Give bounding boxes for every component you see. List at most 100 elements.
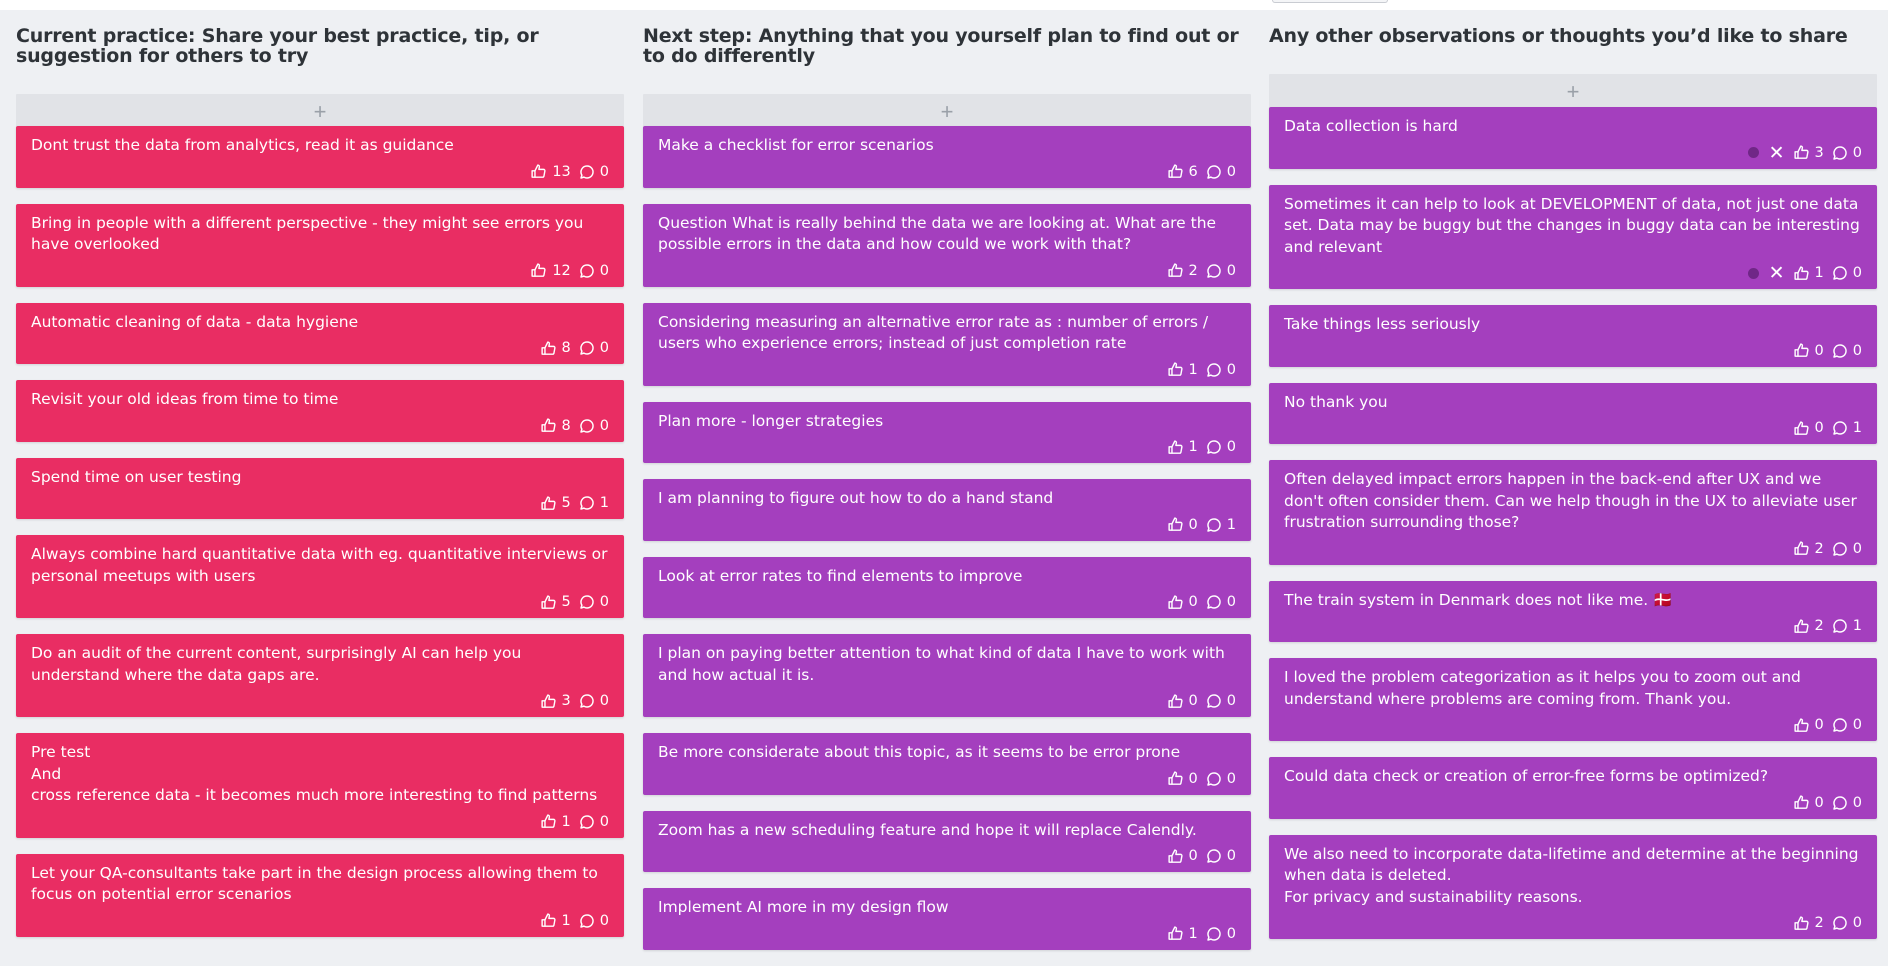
comment-button[interactable]: 0: [1206, 848, 1236, 864]
comment-button[interactable]: 0: [579, 263, 609, 279]
add-card-button[interactable]: +: [1269, 74, 1877, 110]
comment-button[interactable]: 0: [1206, 362, 1236, 378]
idea-card[interactable]: I am planning to figure out how to do a …: [643, 479, 1251, 541]
comment-button[interactable]: 0: [1832, 265, 1862, 281]
idea-card[interactable]: Pre test And cross reference data - it b…: [16, 733, 624, 838]
comment-button[interactable]: 0: [579, 418, 609, 434]
comment-button[interactable]: 0: [579, 594, 609, 610]
idea-card[interactable]: Spend time on user testing 5 1: [16, 457, 624, 519]
comment-button[interactable]: 0: [579, 913, 609, 929]
idea-card[interactable]: Could data check or creation of error-fr…: [1269, 757, 1877, 819]
idea-card[interactable]: Often delayed impact errors happen in th…: [1269, 460, 1877, 565]
like-button[interactable]: 8: [540, 340, 571, 357]
card-text: Data collection is hard: [1284, 117, 1458, 135]
like-button[interactable]: 2: [1793, 618, 1824, 635]
comment-button[interactable]: 1: [1206, 517, 1236, 533]
idea-card[interactable]: Do an audit of the current content, surp…: [16, 634, 624, 717]
like-button[interactable]: 0: [1167, 848, 1198, 865]
idea-card[interactable]: Sometimes it can help to look at DEVELOP…: [1269, 184, 1877, 289]
idea-card[interactable]: Question What is really behind the data …: [643, 203, 1251, 287]
thumbs-up-icon: [1793, 915, 1810, 932]
idea-card[interactable]: Bring in people with a different perspec…: [16, 203, 624, 287]
comment-button[interactable]: 0: [1206, 594, 1236, 610]
idea-card[interactable]: Dont trust the data from analytics, read…: [16, 126, 624, 188]
comment-button[interactable]: 0: [1832, 717, 1862, 733]
idea-card[interactable]: We also need to incorporate data-lifetim…: [1269, 834, 1877, 939]
toolbar-tab[interactable]: [1272, 0, 1388, 3]
like-button[interactable]: 0: [1167, 770, 1198, 787]
like-button[interactable]: 1: [1167, 439, 1198, 456]
like-button[interactable]: 13: [530, 163, 571, 180]
like-button[interactable]: 2: [1793, 915, 1824, 932]
like-button[interactable]: 0: [1793, 342, 1824, 359]
comment-button[interactable]: 0: [579, 164, 609, 180]
comment-button[interactable]: 1: [1832, 420, 1862, 436]
comment-button[interactable]: 0: [579, 340, 609, 356]
idea-card[interactable]: Plan more - longer strategies 1 0: [643, 401, 1251, 463]
idea-card[interactable]: Be more considerate about this topic, as…: [643, 733, 1251, 795]
idea-card[interactable]: Automatic cleaning of data - data hygien…: [16, 302, 624, 364]
idea-card[interactable]: Look at error rates to find elements to …: [643, 556, 1251, 618]
idea-card[interactable]: Make a checklist for error scenarios 6 0: [643, 126, 1251, 188]
like-button[interactable]: 12: [530, 262, 571, 279]
card-text: Question What is really behind the data …: [658, 213, 1217, 254]
like-button[interactable]: 6: [1167, 163, 1198, 180]
like-button[interactable]: 1: [540, 912, 571, 929]
comment-button[interactable]: 0: [1832, 795, 1862, 811]
add-card-button[interactable]: +: [643, 94, 1251, 130]
like-button[interactable]: 0: [1793, 794, 1824, 811]
like-button[interactable]: 3: [540, 693, 571, 710]
like-button[interactable]: 0: [1793, 420, 1824, 437]
like-button[interactable]: 8: [540, 417, 571, 434]
like-button[interactable]: 2: [1167, 262, 1198, 279]
idea-card[interactable]: Take things less seriously 0 0: [1269, 305, 1877, 367]
like-button[interactable]: 5: [540, 495, 571, 512]
comment-button[interactable]: 0: [1832, 343, 1862, 359]
close-icon[interactable]: ✕: [1768, 262, 1785, 284]
comment-button[interactable]: 0: [1832, 145, 1862, 161]
idea-card[interactable]: I loved the problem categorization as it…: [1269, 658, 1877, 741]
comment-button[interactable]: 0: [1206, 771, 1236, 787]
like-button[interactable]: 1: [1167, 361, 1198, 378]
like-button[interactable]: 1: [540, 813, 571, 830]
comment-count: 1: [1226, 516, 1236, 533]
idea-card[interactable]: Let your QA-consultants take part in the…: [16, 853, 624, 937]
like-button[interactable]: 0: [1167, 516, 1198, 533]
thumbs-up-icon: [1793, 794, 1810, 811]
idea-card[interactable]: Implement AI more in my design flow 1 0: [643, 888, 1251, 950]
card-text: Spend time on user testing: [31, 467, 242, 486]
comment-button[interactable]: 0: [1206, 693, 1236, 709]
comment-button[interactable]: 0: [1206, 164, 1236, 180]
idea-card[interactable]: I plan on paying better attention to wha…: [643, 634, 1251, 717]
like-button[interactable]: 5: [540, 594, 571, 611]
like-count: 0: [1188, 848, 1198, 864]
like-button[interactable]: 2: [1793, 540, 1824, 557]
idea-card[interactable]: Zoom has a new scheduling feature and ho…: [643, 810, 1251, 872]
comment-button[interactable]: 1: [1832, 618, 1862, 634]
like-count: 12: [552, 262, 571, 279]
close-icon[interactable]: ✕: [1768, 141, 1785, 164]
comment-button[interactable]: 0: [1206, 439, 1236, 455]
comment-button[interactable]: 0: [1206, 263, 1236, 279]
idea-card[interactable]: The train system in Denmark does not lik…: [1269, 580, 1877, 642]
like-button[interactable]: 0: [1167, 693, 1198, 710]
like-button[interactable]: 0: [1793, 717, 1824, 734]
idea-card[interactable]: Revisit your old ideas from time to time…: [16, 380, 624, 442]
comment-button[interactable]: 0: [1832, 541, 1862, 557]
like-button[interactable]: 1: [1167, 925, 1198, 942]
like-button[interactable]: 0: [1167, 594, 1198, 611]
add-card-button[interactable]: +: [16, 94, 624, 130]
idea-card[interactable]: Data collection is hard ✕ 3 0: [1269, 107, 1877, 169]
comment-button[interactable]: 0: [579, 814, 609, 830]
like-button[interactable]: 1: [1793, 265, 1824, 282]
thumbs-up-icon: [530, 262, 547, 279]
comment-button[interactable]: 0: [1832, 915, 1862, 931]
comment-button[interactable]: 0: [1206, 926, 1236, 942]
idea-card[interactable]: Considering measuring an alternative err…: [643, 302, 1251, 386]
idea-card[interactable]: No thank you 0 1: [1269, 382, 1877, 444]
comment-button[interactable]: 1: [579, 495, 609, 511]
like-button[interactable]: 3: [1793, 144, 1824, 161]
idea-card[interactable]: Always combine hard quantitative data wi…: [16, 535, 624, 618]
comment-button[interactable]: 0: [579, 693, 609, 709]
comment-count: 0: [1226, 262, 1236, 279]
